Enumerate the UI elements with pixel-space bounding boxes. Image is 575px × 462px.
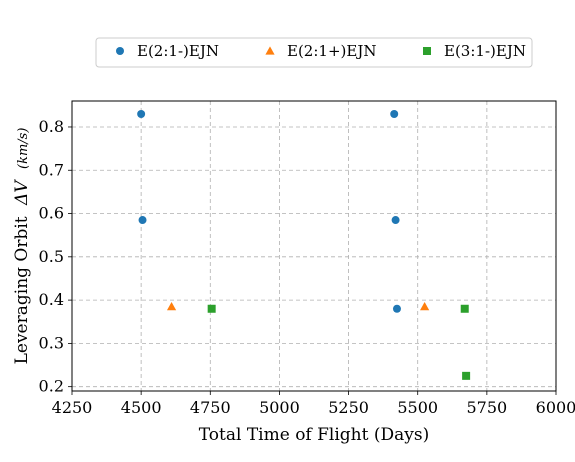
x-tick-label: 4750 xyxy=(190,398,231,417)
data-point xyxy=(392,304,401,313)
legend-marker xyxy=(116,47,124,55)
legend: E(2:1-)EJN E(2:1+)EJN E(3:1-)EJN xyxy=(95,37,533,68)
data-point xyxy=(137,109,146,118)
legend-entry-label: E(2:1-)EJN xyxy=(137,42,219,60)
y-tick-label: 0.8 xyxy=(39,117,64,136)
data-point xyxy=(420,301,430,311)
y-axis-label: Leveraging Orbit ΔV (km/s) xyxy=(12,128,32,365)
legend-entry-label: E(3:1-)EJN xyxy=(444,42,526,60)
data-point xyxy=(207,304,216,313)
y-axis-label-unit: (km/s) xyxy=(16,128,31,169)
grid-layer xyxy=(71,101,557,391)
marks-layer xyxy=(137,109,471,380)
x-tick-label: 5750 xyxy=(466,398,507,417)
y-tick-label: 0.4 xyxy=(39,290,64,309)
y-axis-label-text: Leveraging Orbit xyxy=(12,216,32,364)
y-tick-label: 0.2 xyxy=(39,377,64,396)
data-point xyxy=(138,216,147,225)
legend-box xyxy=(95,37,533,68)
svg-text:Leveraging Orbit ΔV: Leveraging Orbit ΔV (km/s) xyxy=(12,128,32,365)
y-tick-label: 0.5 xyxy=(39,247,64,266)
x-tick-label: 6000 xyxy=(536,398,575,417)
legend-marker xyxy=(265,46,275,55)
data-point xyxy=(462,371,471,380)
y-tick-label: 0.6 xyxy=(39,204,64,223)
data-point xyxy=(391,216,400,225)
legend-marker xyxy=(423,47,431,55)
y-tick-label: 0.3 xyxy=(39,333,64,352)
x-tick-label: 4500 xyxy=(121,398,162,417)
x-axis-label: Total Time of Flight (Days) xyxy=(199,425,429,445)
legend-entry-label: E(2:1+)EJN xyxy=(287,42,376,60)
data-point xyxy=(166,301,177,311)
x-tick-label: 5500 xyxy=(397,398,438,417)
data-point xyxy=(460,304,469,313)
plot-frame xyxy=(71,100,557,392)
x-tick-label: 5000 xyxy=(259,398,300,417)
data-point xyxy=(390,109,399,118)
y-tick-label: 0.7 xyxy=(39,160,64,179)
y-axis-label-symbol: ΔV xyxy=(12,179,32,206)
ticks-layer: 4250 4500 4750 5000 5250 5500 5750 6000 0.2 0.3 0.… xyxy=(39,117,575,417)
x-tick-label: 4250 xyxy=(52,398,93,417)
x-tick-label: 5250 xyxy=(328,398,369,417)
